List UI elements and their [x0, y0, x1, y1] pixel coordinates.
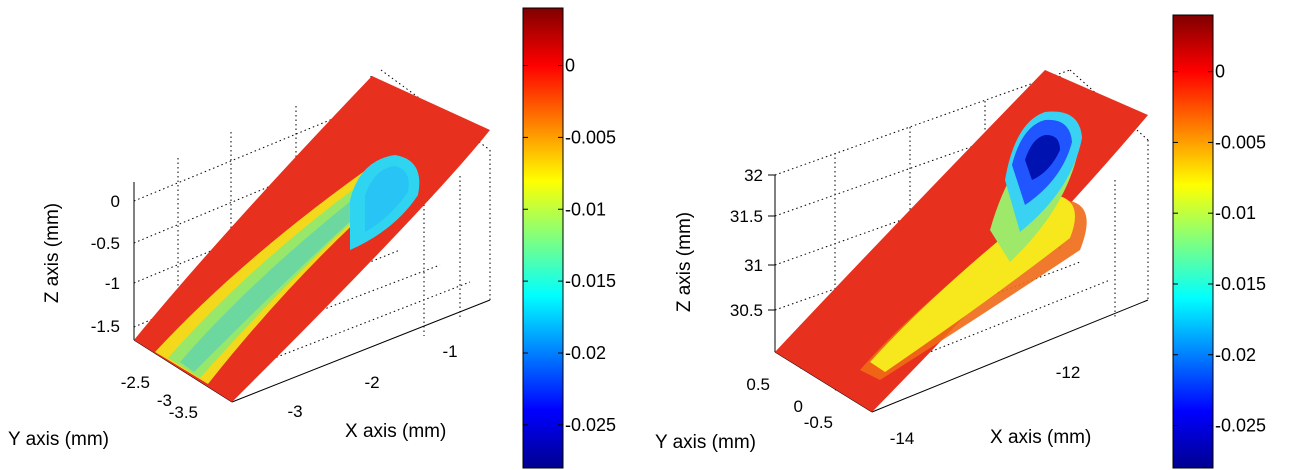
z-tick: 31	[744, 256, 763, 275]
z-tick: 32	[744, 166, 763, 185]
z-axis-1: 0 -0.5 -1 -1.5 Z axis (mm)	[42, 192, 120, 336]
colorbar-tick-label: -0.01	[565, 199, 606, 219]
colorbar-gradient	[1172, 14, 1214, 469]
colorbar-1: 0 -0.005 -0.01 -0.015 -0.02 -0.025	[522, 7, 616, 469]
colorbar-tick-label: -0.02	[565, 343, 606, 363]
y-tick: -2.5	[121, 373, 150, 392]
x-tick: -14	[890, 429, 915, 448]
y-axis-1: -2.5 -3 -3.5 Y axis (mm)	[8, 373, 198, 450]
x-axis-2: -14 -12 X axis (mm)	[890, 363, 1092, 448]
z-axis-label: Z axis (mm)	[674, 212, 695, 312]
x-axis-1: -3 -2 -1 X axis (mm)	[287, 342, 457, 442]
colorbar-tick-label: -0.01	[1215, 203, 1256, 223]
x-tick: -3	[287, 402, 302, 421]
y-axis-label: Y axis (mm)	[8, 429, 109, 450]
x-axis-label: X axis (mm)	[990, 427, 1091, 448]
colorbar-tick-label: -0.02	[1215, 345, 1256, 365]
plot-1: 0 -0.5 -1 -1.5 Z axis (mm) -2.5 -3 -3.5 …	[8, 7, 616, 469]
plot-2: 32 31.5 31 30.5 Z axis (mm) 0.5 0 -0.5 Y…	[655, 14, 1266, 469]
z-axis-label: Z axis (mm)	[42, 203, 63, 303]
y-tick: 0.5	[746, 375, 770, 394]
x-tick: -1	[442, 342, 457, 361]
surface-2	[775, 70, 1148, 412]
z-tick: 0	[111, 192, 120, 211]
x-axis-label: X axis (mm)	[345, 421, 446, 442]
y-tick: -3.5	[169, 403, 198, 422]
x-tick: -12	[1056, 363, 1081, 382]
z-axis-2: 32 31.5 31 30.5 Z axis (mm)	[674, 166, 763, 320]
surface-1	[134, 76, 490, 402]
colorbar-tick-label: 0	[565, 56, 575, 76]
y-tick: -0.5	[804, 413, 833, 432]
colorbar-2: 0 -0.005 -0.01 -0.015 -0.02 -0.025	[1172, 14, 1266, 469]
colorbar-tick-label: -0.025	[565, 415, 616, 435]
colorbar-tick-label: -0.015	[565, 271, 616, 291]
colorbar-tick-label: -0.025	[1215, 416, 1266, 436]
y-axis-label: Y axis (mm)	[655, 432, 756, 453]
x-tick: -2	[364, 373, 379, 392]
z-tick: 31.5	[730, 207, 763, 226]
y-axis-2: 0.5 0 -0.5 Y axis (mm)	[655, 375, 833, 453]
z-tick: -0.5	[91, 234, 120, 253]
colorbar-gradient	[522, 7, 564, 469]
z-tick: -1.5	[91, 317, 120, 336]
colorbar-tick-label: -0.015	[1215, 274, 1266, 294]
z-tick: 30.5	[730, 301, 763, 320]
colorbar-tick-label: -0.005	[565, 127, 616, 147]
z-tick: -1	[105, 274, 120, 293]
colorbar-tick-label: -0.005	[1215, 132, 1266, 152]
y-tick: -3	[157, 391, 172, 410]
y-tick: 0	[794, 397, 803, 416]
colorbar-tick-label: 0	[1215, 62, 1225, 82]
